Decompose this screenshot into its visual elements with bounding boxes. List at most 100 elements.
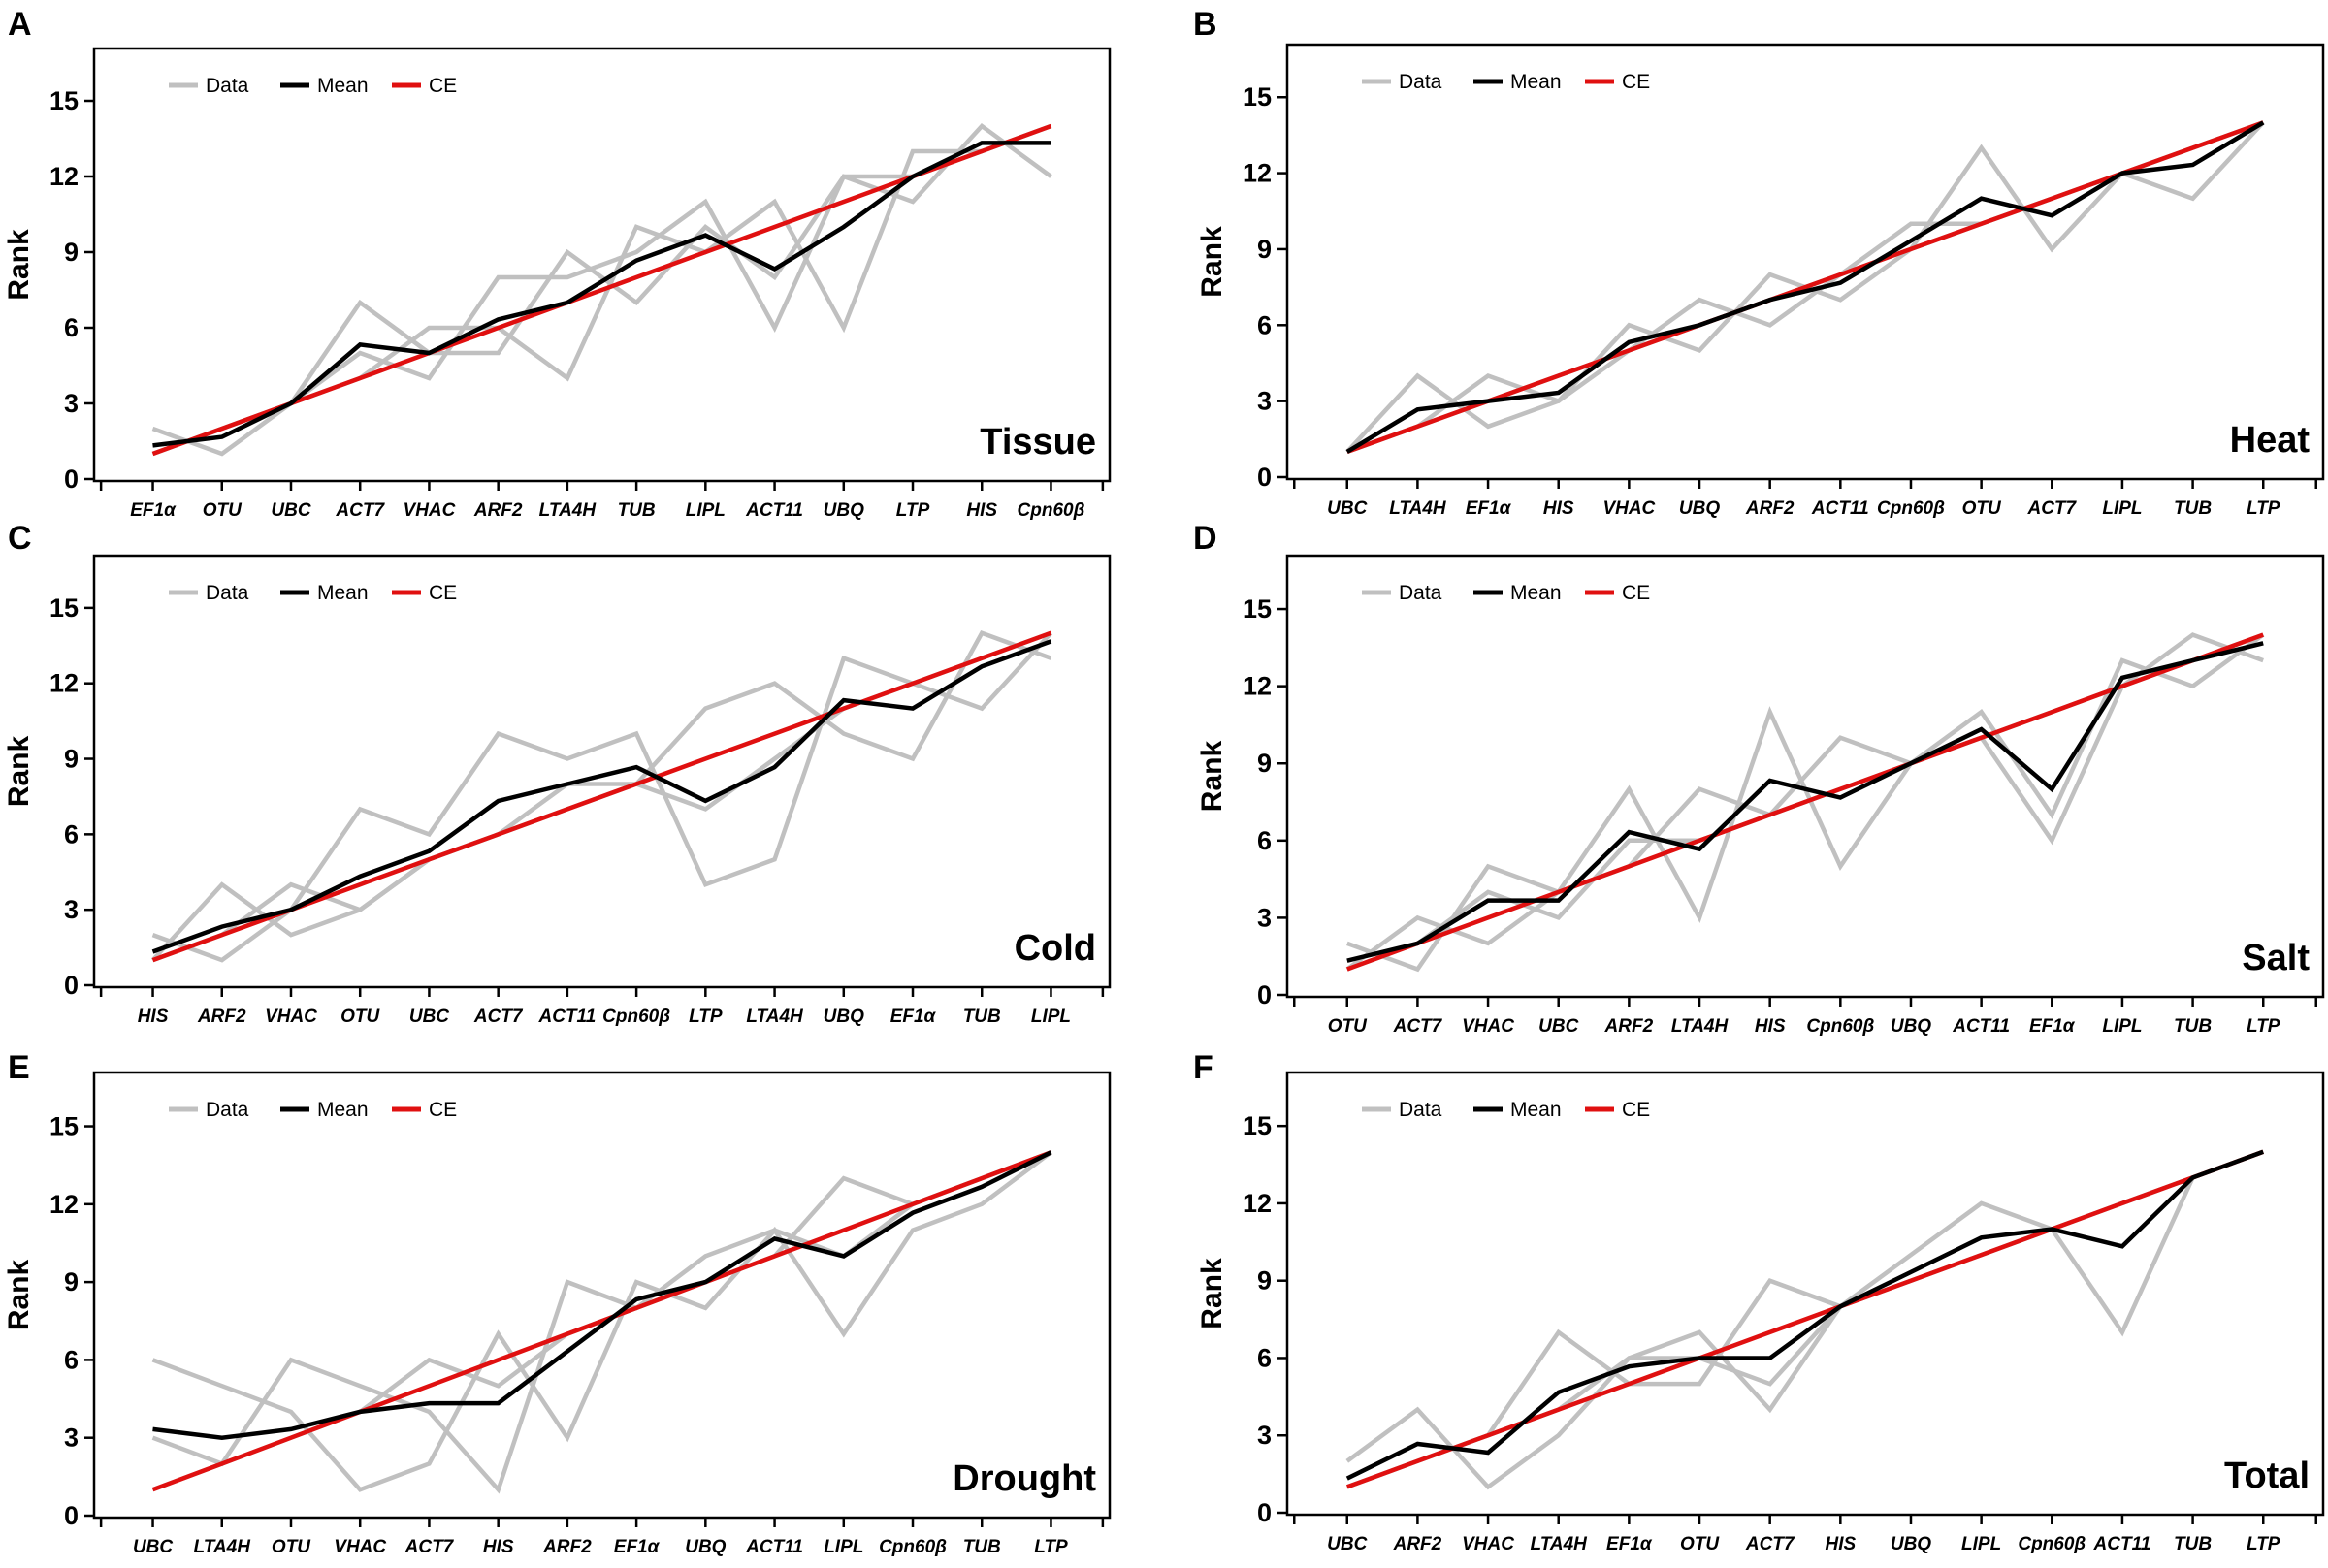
mean-series-line (1346, 641, 2264, 963)
y-tick-label: 12 (49, 162, 79, 191)
x-tick-label: VHAC (1602, 498, 1655, 519)
x-tick-label: UBQ (1891, 1534, 1931, 1554)
legend-data-label: Data (206, 582, 249, 604)
y-tick-label: 6 (64, 1345, 79, 1374)
x-tick-label: LTP (689, 1007, 723, 1027)
mean-series-line (151, 639, 1052, 954)
x-tick-label: Cpn60β (2018, 1534, 2086, 1554)
data-series-line (151, 122, 1052, 457)
panel-e: E 0 3 6 9 12 15 Rank UBC LTA4H OTU VHAC ACT7 HIS ARF2 E… (3, 1049, 1112, 1557)
x-tick-label: ARF2 (1745, 498, 1794, 519)
x-tick-label: HIS (966, 500, 997, 521)
x-tick-label: ACT11 (745, 1537, 803, 1557)
y-tick-label: 0 (1257, 980, 1272, 1009)
x-tick-label: VHAC (334, 1537, 386, 1557)
legend: Data Mean CE (1362, 1099, 1650, 1121)
x-tick-label: LTP (2247, 1534, 2280, 1554)
y-tick-label: 0 (1257, 1498, 1272, 1527)
x-tick-label: EF1α (1466, 498, 1512, 519)
x-tick-label: EF1α (1606, 1534, 1653, 1554)
x-tick-label: OTU (340, 1007, 380, 1027)
x-tick-label: ACT7 (1745, 1534, 1795, 1554)
y-axis-label: Rank (3, 736, 35, 808)
legend-ce-label: CE (1622, 582, 1650, 604)
x-tick-label: UBQ (685, 1537, 726, 1557)
legend-data-label: Data (1399, 71, 1442, 93)
ce-series-line (151, 123, 1052, 457)
x-tick-label: UBQ (824, 500, 864, 521)
legend-mean-label: Mean (1510, 1099, 1562, 1121)
y-tick-label: 9 (64, 1267, 79, 1296)
panel-letter: B (1193, 6, 1217, 43)
y-tick-label: 6 (1257, 826, 1272, 855)
x-tick-label: ACT11 (2093, 1534, 2151, 1554)
legend-ce-label: CE (1622, 1099, 1650, 1121)
x-tick-label: Cpn60β (1018, 500, 1085, 521)
condition-title: Total (2224, 1456, 2310, 1496)
x-tick-label: LIPL (686, 500, 726, 521)
x-tick-label: LTA4H (1671, 1016, 1730, 1037)
x-tick-label: TUB (963, 1537, 1001, 1557)
data-series-line (151, 1150, 1052, 1494)
y-tick-label: 15 (1243, 82, 1272, 112)
panel-letter: D (1193, 520, 1217, 557)
legend-data-label: Data (1399, 582, 1442, 604)
y-axis-label: Rank (1196, 1258, 1228, 1329)
x-tick-label: VHAC (1462, 1016, 1514, 1037)
x-tick-label: ACT7 (335, 500, 385, 521)
panel-a: A 0 3 6 9 12 15 Rank EF1α OTU UBC ACT7 VHAC ARF2 LTA4H… (3, 6, 1112, 521)
x-tick-label: VHAC (1462, 1534, 1514, 1554)
plot-frame (92, 554, 1112, 989)
y-tick-label: 3 (64, 1424, 79, 1453)
x-tick-label: EF1α (614, 1537, 661, 1557)
legend-ce-label: CE (1622, 71, 1650, 93)
y-tick-label: 0 (64, 971, 79, 1000)
x-tick-label: LTP (2247, 498, 2280, 519)
x-tick-label: UBC (1538, 1016, 1578, 1037)
x-tick-label: Cpn60β (602, 1007, 670, 1027)
x-tick-label: ACT11 (537, 1007, 596, 1027)
legend-mean-label: Mean (317, 75, 369, 97)
x-tick-label: UBC (409, 1007, 449, 1027)
y-tick-label: 15 (49, 86, 79, 115)
legend: Data Mean CE (1362, 582, 1650, 604)
legend-data-label: Data (206, 75, 249, 97)
legend-ce-label: CE (429, 582, 457, 604)
x-tick-label: HIS (1755, 1016, 1786, 1037)
y-tick-label: 0 (64, 464, 79, 494)
legend: Data Mean CE (169, 1099, 457, 1121)
x-tick-label: LTA4H (1389, 498, 1447, 519)
x-tick-label: ACT7 (473, 1007, 524, 1027)
x-tick-label: ACT7 (1393, 1016, 1443, 1037)
panel-c: C 0 3 6 9 12 15 Rank HIS ARF2 VHAC OTU UBC ACT7 ACT11 C… (3, 520, 1112, 1027)
y-tick-label: 15 (49, 1112, 79, 1141)
legend: Data Mean CE (169, 75, 457, 97)
ce-series-line (1346, 1149, 2264, 1489)
y-tick-label: 12 (1243, 1189, 1272, 1218)
x-tick-label: HIS (483, 1537, 514, 1557)
panel-letter: A (8, 6, 32, 43)
mean-series-line (152, 141, 1051, 448)
y-tick-label: 3 (64, 895, 79, 924)
data-series-line (1345, 1149, 2264, 1490)
y-tick-label: 12 (49, 1190, 79, 1219)
x-tick-label: UBQ (1679, 498, 1720, 519)
panel-d: D 0 3 6 9 12 15 Rank OTU ACT7 VHAC UBC ARF2 LTA4H HIS C… (1193, 520, 2325, 1037)
mean-series-line (1345, 1149, 2264, 1481)
y-tick-label: 12 (1243, 672, 1272, 701)
x-tick-label: ARF2 (1604, 1016, 1654, 1037)
x-tick-label: Cpn60β (879, 1537, 947, 1557)
x-tick-label: VHAC (265, 1007, 317, 1027)
y-tick-label: 9 (1257, 749, 1272, 778)
y-tick-label: 12 (1243, 159, 1272, 188)
y-tick-label: 15 (1243, 1111, 1272, 1140)
condition-title: Salt (2242, 938, 2310, 978)
x-tick-label: OTU (1680, 1534, 1720, 1554)
x-tick-label: UBQ (824, 1007, 864, 1027)
legend-data-label: Data (1399, 1099, 1442, 1121)
x-tick-label: ACT7 (2026, 498, 2077, 519)
y-axis-label: Rank (1196, 226, 1228, 298)
x-tick-label: LTP (2247, 1016, 2280, 1037)
x-tick-label: EF1α (2029, 1016, 2076, 1037)
x-tick-label: LTP (1034, 1537, 1068, 1557)
